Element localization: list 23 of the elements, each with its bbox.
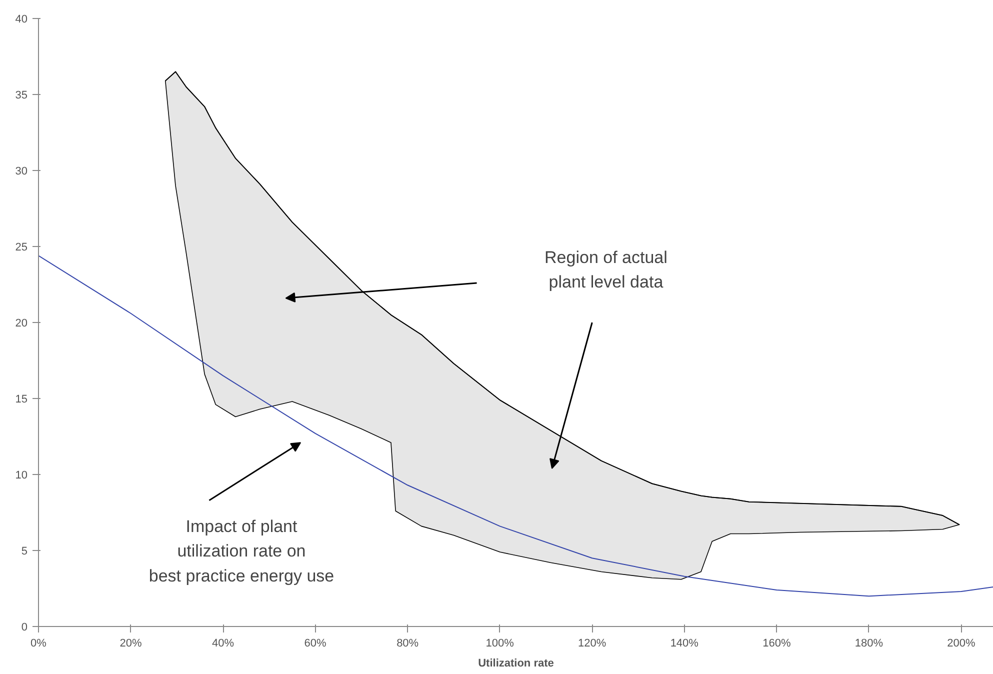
y-tick-label: 35: [15, 90, 28, 102]
y-tick-label: 30: [15, 166, 28, 178]
x-tick-label: 160%: [762, 638, 791, 650]
y-tick-label: 10: [15, 470, 28, 482]
y-tick-label: 5: [21, 546, 28, 558]
x-tick-label: 140%: [670, 638, 699, 650]
x-tick-label: 20%: [120, 638, 142, 650]
y-tick-label: 0: [21, 622, 28, 634]
x-tick-label: 100%: [486, 638, 514, 650]
x-tick-label: 0%: [30, 638, 47, 650]
x-tick-label: 40%: [212, 638, 234, 650]
y-tick-label: 25: [15, 242, 28, 254]
y-tick-label: 15: [15, 394, 28, 406]
annotation: Region of actual plant level data: [544, 248, 668, 292]
x-tick-label: 60%: [304, 638, 327, 650]
x-axis-title: Utilization rate: [478, 658, 554, 670]
x-tick-label: 120%: [578, 638, 606, 650]
annotation: Impact of plant utilization rate on best practice energy use: [148, 517, 334, 586]
y-tick-label: 40: [15, 14, 28, 26]
x-tick-label: 180%: [854, 638, 884, 650]
x-tick-label: 200%: [947, 638, 976, 650]
y-tick-label: 20: [15, 318, 28, 330]
x-tick-label: 80%: [396, 638, 419, 650]
